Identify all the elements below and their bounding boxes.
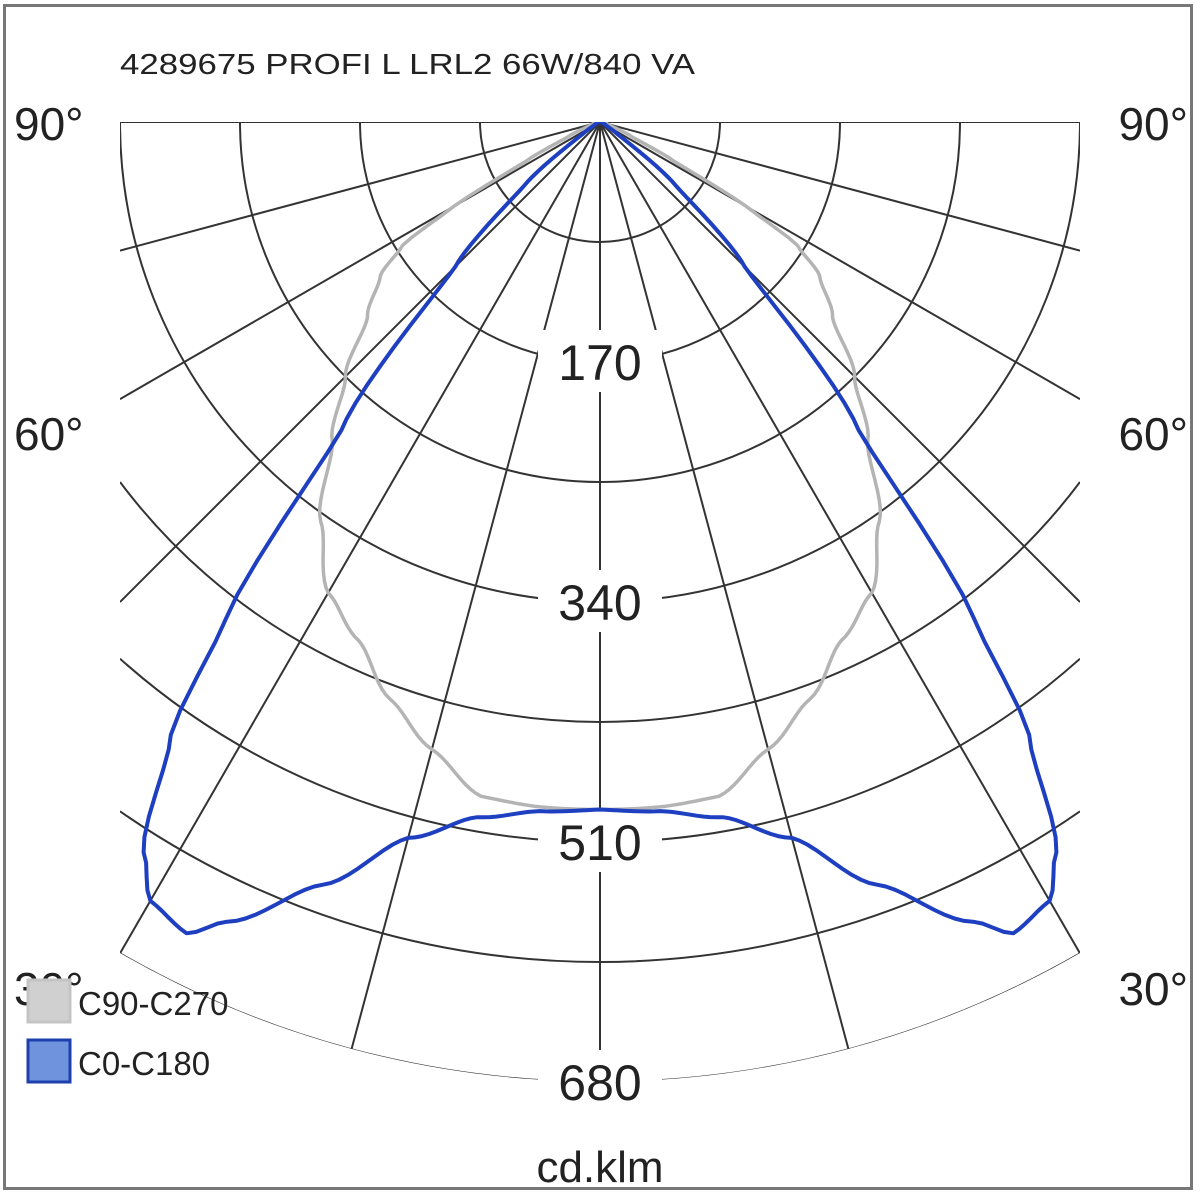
angle-label-right: 90° [1118,98,1188,150]
angle-label-right: 30° [1118,963,1188,1015]
radial-tick-label: 680 [558,1055,641,1111]
radial-tick-label: 170 [558,335,641,391]
legend-swatch [26,1038,72,1084]
radial-tick-label: 510 [558,815,641,871]
grid-radial-line [599,122,850,1050]
angle-label-left: 90° [14,98,84,150]
grid-radial-line [120,122,601,603]
radial-tick-label: 340 [558,575,641,631]
grid-radial-line [599,122,1080,400]
tick-label-background [538,810,662,872]
legend: C90-C270 C0-C180 [26,978,228,1084]
legend-label: C0-C180 [78,1045,210,1082]
series-curve-c0-c180 [141,122,1059,936]
tick-label-background [538,330,662,392]
grid-radial-line [350,122,601,1050]
intensity-curves [141,122,1059,936]
radial-tick-labels: 170 340 510 680 [538,330,662,1112]
polar-grid [120,122,1080,1082]
legend-label: C90-C270 [78,985,228,1022]
grid-radial-line [120,122,601,954]
angle-label-right: 60° [1118,408,1188,460]
angle-label-left: 60° [14,408,84,460]
grid-radial-line [120,122,601,400]
grid-radial-line [599,122,1080,252]
grid-radial-line [120,122,601,252]
angle-labels: 90°90°60°60°30°30° [14,98,1188,1015]
tick-label-background [538,570,662,632]
unit-label: cd.klm [536,1143,663,1192]
grid-radial-line [599,122,1080,603]
legend-swatch [26,978,72,1024]
tick-label-background [538,1050,662,1112]
chart-title: 4289675 PROFI L LRL2 66W/840 VA [120,49,696,81]
chart-frame [3,4,1193,1190]
grid-radial-line [599,122,1080,954]
